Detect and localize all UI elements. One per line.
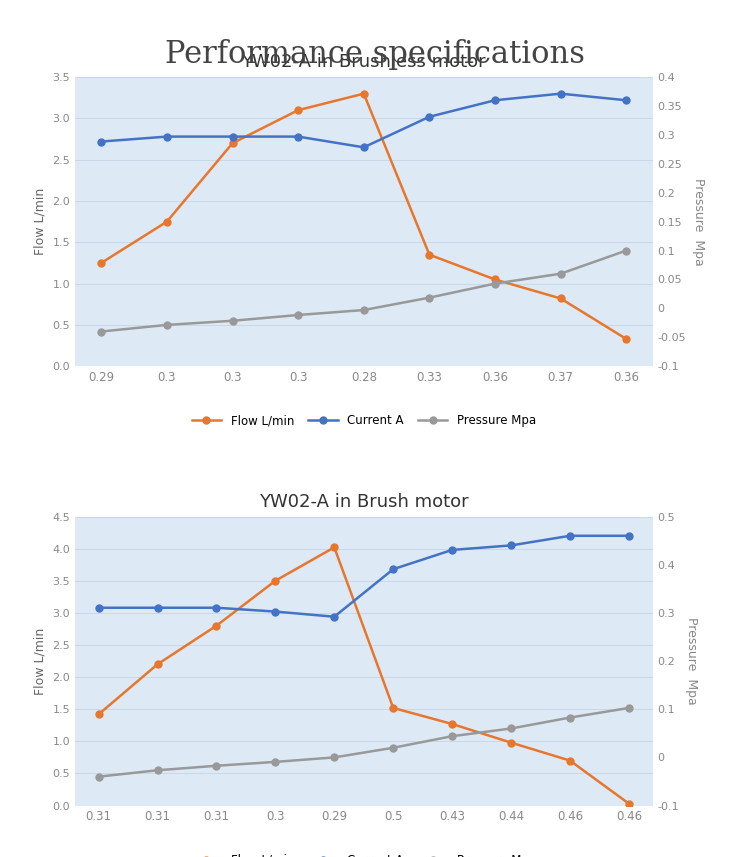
Flow L/min [625,799,634,809]
Flow L/min [506,738,515,748]
Line: Current A: Current A [98,90,630,151]
Title: YW02-A in Brush motor: YW02-A in Brush motor [259,493,469,511]
Pressure Mpa [490,279,500,289]
Pressure Mpa [212,761,221,771]
Current A [622,95,631,105]
Pressure Mpa [448,731,457,741]
Pressure Mpa [566,712,574,722]
Pressure Mpa [271,757,280,767]
Pressure Mpa [359,305,368,315]
Flow L/min [556,293,566,303]
Flow L/min [97,258,106,268]
Current A [359,142,368,153]
Current A [424,111,433,122]
Line: Flow L/min: Flow L/min [95,544,632,807]
Y-axis label: Pressure  Mpa: Pressure Mpa [692,177,706,266]
Current A [330,612,339,622]
Flow L/min [94,710,103,720]
Current A [625,530,634,541]
Flow L/min [162,217,171,227]
Y-axis label: Flow L/min: Flow L/min [34,627,46,695]
Flow L/min [622,333,631,344]
Current A [293,131,302,141]
Pressure Mpa [153,765,162,776]
Current A [162,131,171,141]
Pressure Mpa [388,743,398,753]
Line: Flow L/min: Flow L/min [98,90,630,343]
Text: Performance specifications: Performance specifications [165,39,585,69]
Flow L/min [359,88,368,99]
Current A [506,540,515,550]
Flow L/min [566,756,574,766]
Current A [388,564,398,574]
Y-axis label: Pressure  Mpa: Pressure Mpa [686,617,698,705]
Y-axis label: Flow L/min: Flow L/min [34,188,46,255]
Pressure Mpa [330,752,339,763]
Flow L/min [388,703,398,713]
Current A [212,602,221,613]
Flow L/min [330,542,339,553]
Flow L/min [228,138,237,148]
Current A [153,602,162,613]
Current A [94,602,103,613]
Current A [566,530,574,541]
Pressure Mpa [625,703,634,713]
Current A [448,545,457,555]
Flow L/min [424,249,433,260]
Pressure Mpa [97,327,106,337]
Pressure Mpa [94,771,103,782]
Current A [556,88,566,99]
Title: YW02-A in Brushless motor: YW02-A in Brushless motor [242,53,486,71]
Flow L/min [448,719,457,729]
Flow L/min [293,105,302,116]
Current A [97,136,106,147]
Flow L/min [212,620,221,631]
Pressure Mpa [228,315,237,326]
Flow L/min [271,576,280,586]
Pressure Mpa [556,268,566,279]
Flow L/min [153,659,162,669]
Current A [228,131,237,141]
Line: Pressure Mpa: Pressure Mpa [95,704,632,780]
Line: Pressure Mpa: Pressure Mpa [98,247,630,335]
Flow L/min [490,274,500,285]
Legend: Flow L/min, Current A, Pressure Mpa: Flow L/min, Current A, Pressure Mpa [187,410,541,432]
Pressure Mpa [622,245,631,255]
Pressure Mpa [293,310,302,321]
Legend: Flow L/min, Current A, Pressure Mpa: Flow L/min, Current A, Pressure Mpa [187,849,541,857]
Pressure Mpa [162,320,171,330]
Line: Current A: Current A [95,532,632,620]
Current A [271,607,280,617]
Pressure Mpa [506,723,515,734]
Pressure Mpa [424,292,433,303]
Current A [490,95,500,105]
